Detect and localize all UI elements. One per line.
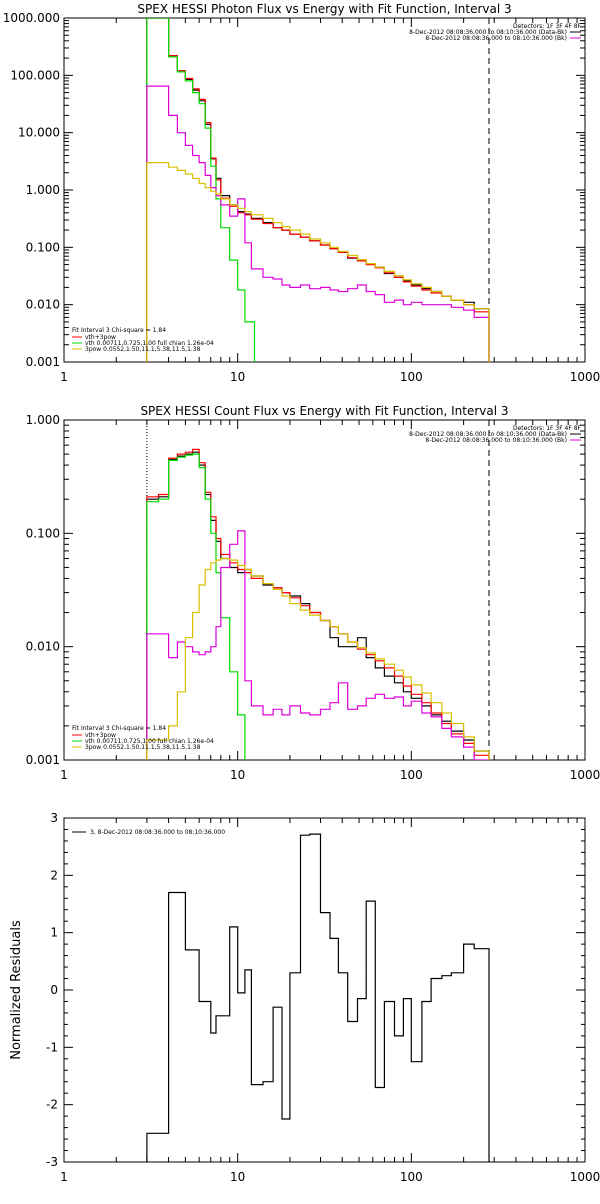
legend-bottom-left-entry: 3pow 0.0552,1.50,11.1,5.38,11.5,1.38 bbox=[85, 346, 201, 353]
x-tick-label: 10 bbox=[230, 370, 245, 384]
axes-frame bbox=[63, 419, 586, 761]
series-green bbox=[146, 453, 246, 760]
panel-2: SPEX HESSI Count Flux vs Energy with Fit… bbox=[26, 404, 600, 782]
y-tick-label: 0.100 bbox=[26, 526, 60, 540]
y-tick-label: 0.100 bbox=[26, 240, 60, 254]
panel-3: 1 10 100 1000 -3 -2 -1 0 1 2 3 Normalized Residuals… bbox=[9, 811, 600, 1184]
legend-bottom-left-entry: vth+3pow bbox=[85, 334, 116, 341]
y-tick-label: -2 bbox=[46, 1098, 58, 1112]
y-tick-label: -3 bbox=[46, 1155, 58, 1169]
series-magenta bbox=[146, 530, 489, 760]
y-axis-label: Normalized Residuals bbox=[9, 920, 24, 1060]
legend-bottom-left-entry: 3pow 0.0552,1.50,11.1,5.38,11.5,1.38 bbox=[85, 744, 201, 751]
series-yellow bbox=[146, 557, 490, 760]
series-group bbox=[146, 18, 490, 362]
series-yellow bbox=[146, 162, 490, 362]
y-tick-label: 3 bbox=[50, 811, 58, 825]
x-tick-label: 1 bbox=[60, 370, 68, 384]
y-tick-label: 2 bbox=[50, 868, 58, 882]
legend-bottom-left-entry: vth+3pow bbox=[85, 732, 116, 739]
legend-top-right-entry: 8-Dec-2012 08:08:36.000 to 08:10:36.000 … bbox=[409, 29, 567, 36]
x-tick-label: 10 bbox=[230, 768, 245, 782]
series-black bbox=[146, 833, 490, 1162]
x-tick-label: 1 bbox=[60, 1170, 68, 1184]
axes-frame bbox=[63, 17, 586, 363]
series-group bbox=[146, 448, 490, 760]
chart-title: SPEX HESSI Photon Flux vs Energy with Fi… bbox=[137, 2, 511, 16]
y-tick-label: 1.000 bbox=[26, 413, 60, 427]
x-tick-label: 100 bbox=[400, 1170, 423, 1184]
legend-title: Fit Interval 3 Chi-square = 1.84 bbox=[72, 327, 166, 334]
y-tick-label: 1000.000 bbox=[3, 11, 60, 25]
chart-title: SPEX HESSI Count Flux vs Energy with Fit… bbox=[140, 404, 508, 418]
y-tick-label: 0.010 bbox=[26, 640, 60, 654]
legend-top-right-entry: 8-Dec-2012 08:08:36.000 to 08:10:36.000 … bbox=[425, 35, 567, 42]
panel-1: SPEX HESSI Photon Flux vs Energy with Fi… bbox=[3, 2, 600, 384]
series-magenta bbox=[146, 85, 490, 362]
x-tick-label: 10 bbox=[230, 1170, 245, 1184]
y-tick-label: 100.000 bbox=[10, 68, 60, 82]
legend-title: Fit Interval 3 Chi-square = 1.84 bbox=[72, 725, 166, 732]
x-tick-label: 1000 bbox=[570, 370, 600, 384]
legend-bottom-left-entry: vth 0.00711,0.725,1.00 full chian 1.26e-… bbox=[85, 340, 214, 347]
series-green bbox=[146, 18, 256, 362]
legend-top-left-entry: 3, 8-Dec-2012 08:08:36.000 to 08:10:36.0… bbox=[90, 829, 225, 836]
series-black bbox=[146, 451, 490, 760]
y-tick-label: 10.000 bbox=[18, 126, 60, 140]
y-tick-label: -1 bbox=[46, 1040, 58, 1054]
y-tick-label: 0.010 bbox=[26, 298, 60, 312]
x-tick-label: 100 bbox=[400, 768, 423, 782]
legend-top-right-entry: Detectors: 1F 3F 4F 8F bbox=[513, 23, 582, 30]
legend-bottom-left-entry: vth 0.00711,0.725,1.00 full chian 1.26e-… bbox=[85, 738, 214, 745]
legend-top-right-entry: 8-Dec-2012 08:08:36.000 to 08:10:36.000 … bbox=[409, 431, 567, 438]
legend-top-right-entry: Detectors: 1F 3F 4F 8F bbox=[513, 425, 582, 432]
y-tick-label: 0.001 bbox=[26, 753, 60, 767]
x-tick-label: 1000 bbox=[570, 1170, 600, 1184]
x-tick-label: 100 bbox=[400, 370, 423, 384]
series-black bbox=[146, 18, 490, 362]
series-group bbox=[146, 833, 490, 1162]
axes-frame bbox=[63, 817, 586, 1163]
series-red bbox=[146, 18, 490, 362]
y-tick-label: 1.000 bbox=[26, 183, 60, 197]
y-tick-label: 0.001 bbox=[26, 355, 60, 369]
x-tick-label: 1000 bbox=[570, 768, 600, 782]
y-tick-label: 1 bbox=[50, 926, 58, 940]
series-red bbox=[146, 448, 490, 760]
legend-top-right-entry: 8-Dec-2012 08:08:36.000 to 08:10:36.000 … bbox=[425, 437, 567, 444]
x-tick-label: 1 bbox=[60, 768, 68, 782]
y-tick-label: 0 bbox=[50, 983, 58, 997]
